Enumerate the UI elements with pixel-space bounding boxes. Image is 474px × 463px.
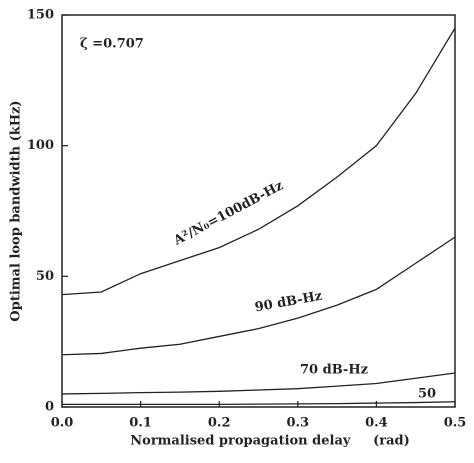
y-tick-label: 0 [45,400,54,415]
curve-label: 70 dB-Hz [300,363,368,378]
curve [61,236,456,356]
x-tick-label: 0.0 [51,416,74,431]
curve-label: 50 [418,387,436,402]
x-tick-label: 0.2 [208,416,231,431]
y-tick-label: 100 [27,138,54,153]
curve [61,372,456,395]
annotation: ζ =0.707 [80,37,144,52]
x-tick-label: 0.5 [444,416,467,431]
x-tick-label: 0.1 [129,416,152,431]
curve [61,27,456,296]
curve-label: 90 dB-Hz [254,289,324,316]
y-axis-title: Optimal loop bandwidth (kHz) [9,100,24,321]
curve-label: A²/N₀=100dB-Hz [171,178,286,249]
x-tick-label: 0.4 [365,416,388,431]
x-tick-label: 0.3 [286,416,309,431]
y-tick-label: 50 [36,269,54,284]
plot-frame [61,14,456,408]
curve [62,401,456,406]
x-axis-title: Normalised propagation delay (rad) [130,434,409,449]
y-tick-label: 150 [27,8,54,23]
